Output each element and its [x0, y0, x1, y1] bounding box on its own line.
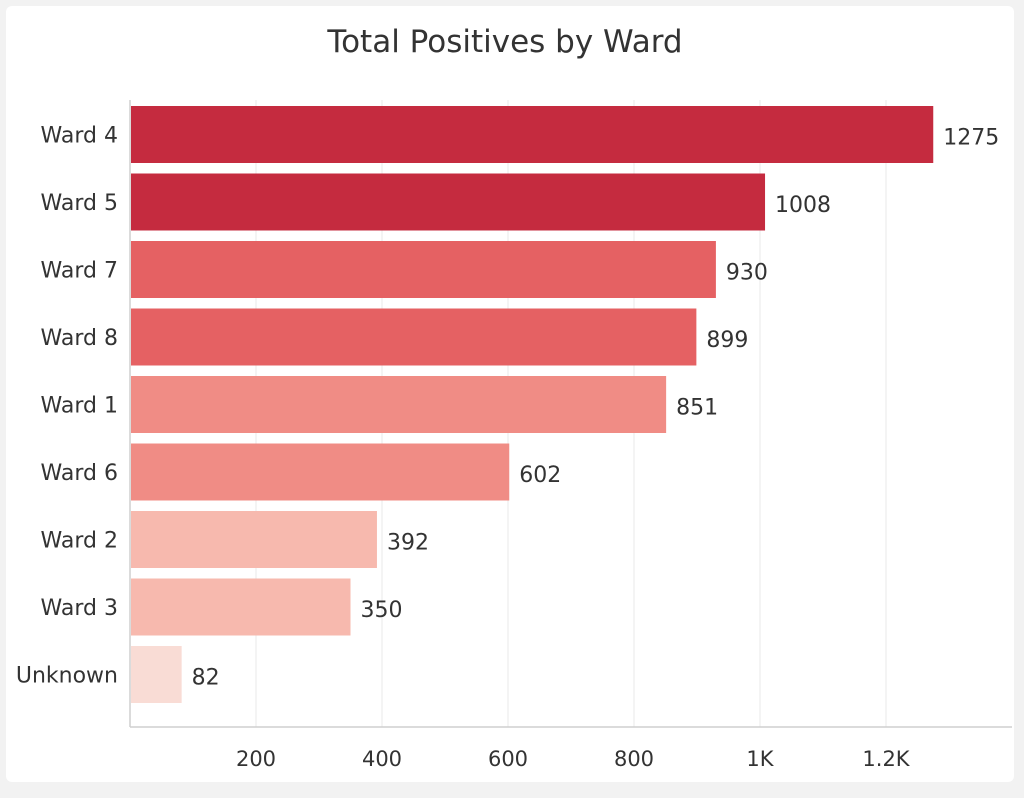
x-tick-labels: 200 400 600 800 1K 1.2K — [236, 747, 911, 771]
bars — [131, 106, 934, 703]
x-tick-label: 400 — [362, 747, 402, 771]
data-label: 1275 — [943, 126, 999, 151]
x-tick-label: 600 — [488, 747, 528, 771]
category-label: Ward 2 — [41, 529, 118, 554]
bar[interactable] — [131, 376, 667, 433]
data-label: 1008 — [775, 193, 831, 218]
category-label: Ward 7 — [41, 259, 118, 284]
bar[interactable] — [131, 173, 766, 231]
bar[interactable] — [131, 578, 351, 636]
x-tick-label: 200 — [236, 747, 276, 771]
data-label: 930 — [726, 261, 768, 286]
data-label: 899 — [706, 328, 748, 353]
data-label: 602 — [519, 463, 561, 488]
bar[interactable] — [131, 106, 934, 163]
category-label: Ward 8 — [41, 326, 118, 351]
data-labels: 1275 1008 930 899 851 602 392 350 82 — [192, 126, 1000, 691]
category-label: Ward 6 — [41, 461, 118, 486]
bar[interactable] — [131, 241, 716, 298]
x-tick-label: 1.2K — [862, 747, 910, 771]
bar[interactable] — [131, 511, 377, 568]
bar[interactable] — [131, 646, 182, 703]
data-label: 350 — [361, 598, 403, 623]
data-label: 82 — [192, 666, 220, 691]
category-label: Ward 5 — [41, 191, 118, 216]
x-tick-label: 1K — [746, 747, 774, 771]
category-labels: Ward 4 Ward 5 Ward 7 Ward 8 Ward 1 Ward 6 Ward… — [16, 124, 118, 689]
data-label: 392 — [387, 531, 429, 556]
category-label: Ward 1 — [41, 394, 118, 419]
x-tick-label: 800 — [614, 747, 654, 771]
axes — [129, 100, 1012, 728]
bar[interactable] — [131, 308, 697, 366]
chart-title: Total Positives by Ward — [327, 24, 683, 60]
bar[interactable] — [131, 443, 510, 501]
category-label: Ward 4 — [41, 124, 118, 149]
data-label: 851 — [676, 396, 718, 421]
category-label: Ward 3 — [41, 596, 118, 621]
category-label: Unknown — [16, 664, 118, 689]
